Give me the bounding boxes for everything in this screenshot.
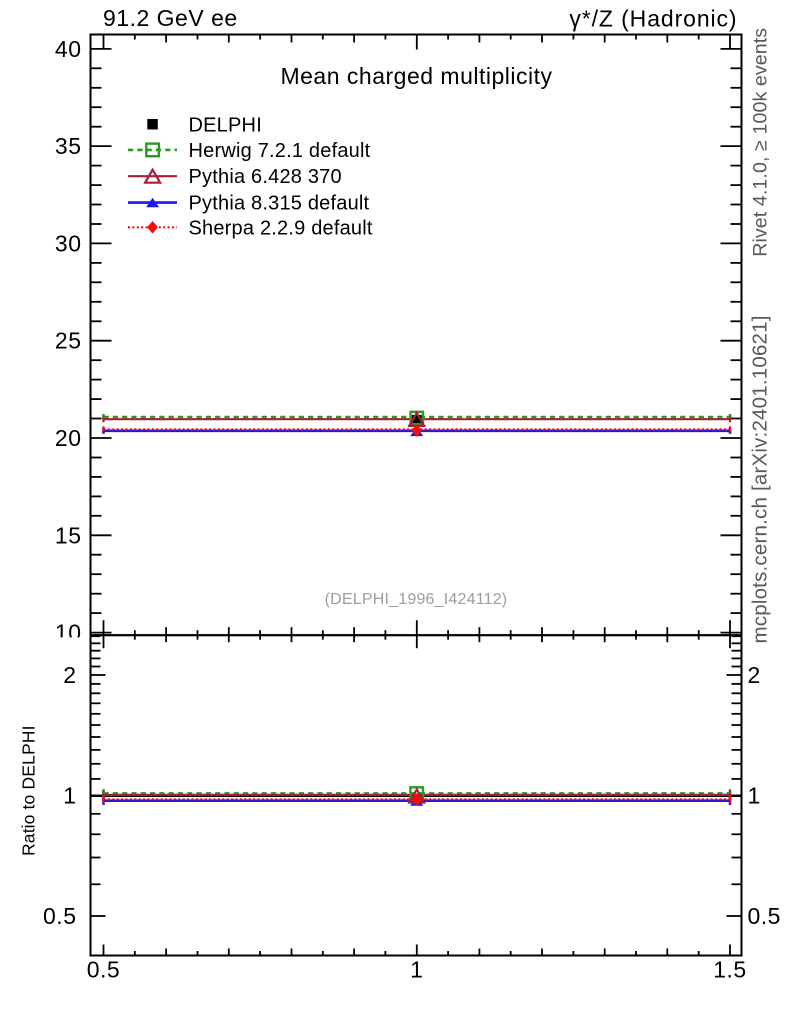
svg-text:30: 30 <box>55 230 82 256</box>
svg-text:mcplots.cern.ch [arXiv:2401.10: mcplots.cern.ch [arXiv:2401.10621] <box>749 315 772 643</box>
svg-text:Rivet 4.1.0, ≥ 100k events: Rivet 4.1.0, ≥ 100k events <box>750 28 772 257</box>
svg-text:35: 35 <box>55 133 82 159</box>
svg-text:1: 1 <box>63 783 76 809</box>
svg-text:15: 15 <box>55 522 82 548</box>
svg-text:Mean charged multiplicity: Mean charged multiplicity <box>280 63 552 89</box>
svg-text:10: 10 <box>55 620 82 646</box>
svg-text:1: 1 <box>748 783 761 809</box>
svg-text:91.2 GeV ee: 91.2 GeV ee <box>103 5 238 31</box>
svg-text:(DELPHI_1996_I424112): (DELPHI_1996_I424112) <box>325 591 508 608</box>
svg-text:1: 1 <box>410 957 423 983</box>
svg-text:2: 2 <box>748 662 761 688</box>
svg-text:Pythia 6.428 370: Pythia 6.428 370 <box>189 166 342 188</box>
svg-text:DELPHI: DELPHI <box>189 114 262 136</box>
svg-text:0.5: 0.5 <box>87 957 120 983</box>
svg-text:γ*/Z (Hadronic): γ*/Z (Hadronic) <box>569 6 737 32</box>
svg-text:Ratio to DELPHI: Ratio to DELPHI <box>19 725 39 856</box>
svg-text:Pythia 8.315 default: Pythia 8.315 default <box>189 193 370 215</box>
svg-text:25: 25 <box>55 328 82 354</box>
svg-text:0.5: 0.5 <box>748 903 781 929</box>
svg-text:1.5: 1.5 <box>713 957 746 983</box>
svg-text:Sherpa 2.2.9 default: Sherpa 2.2.9 default <box>189 217 373 239</box>
svg-text:Herwig 7.2.1 default: Herwig 7.2.1 default <box>189 140 371 162</box>
svg-text:40: 40 <box>55 36 82 62</box>
svg-text:20: 20 <box>55 425 82 451</box>
svg-text:2: 2 <box>63 662 76 688</box>
svg-text:0.5: 0.5 <box>43 903 76 929</box>
